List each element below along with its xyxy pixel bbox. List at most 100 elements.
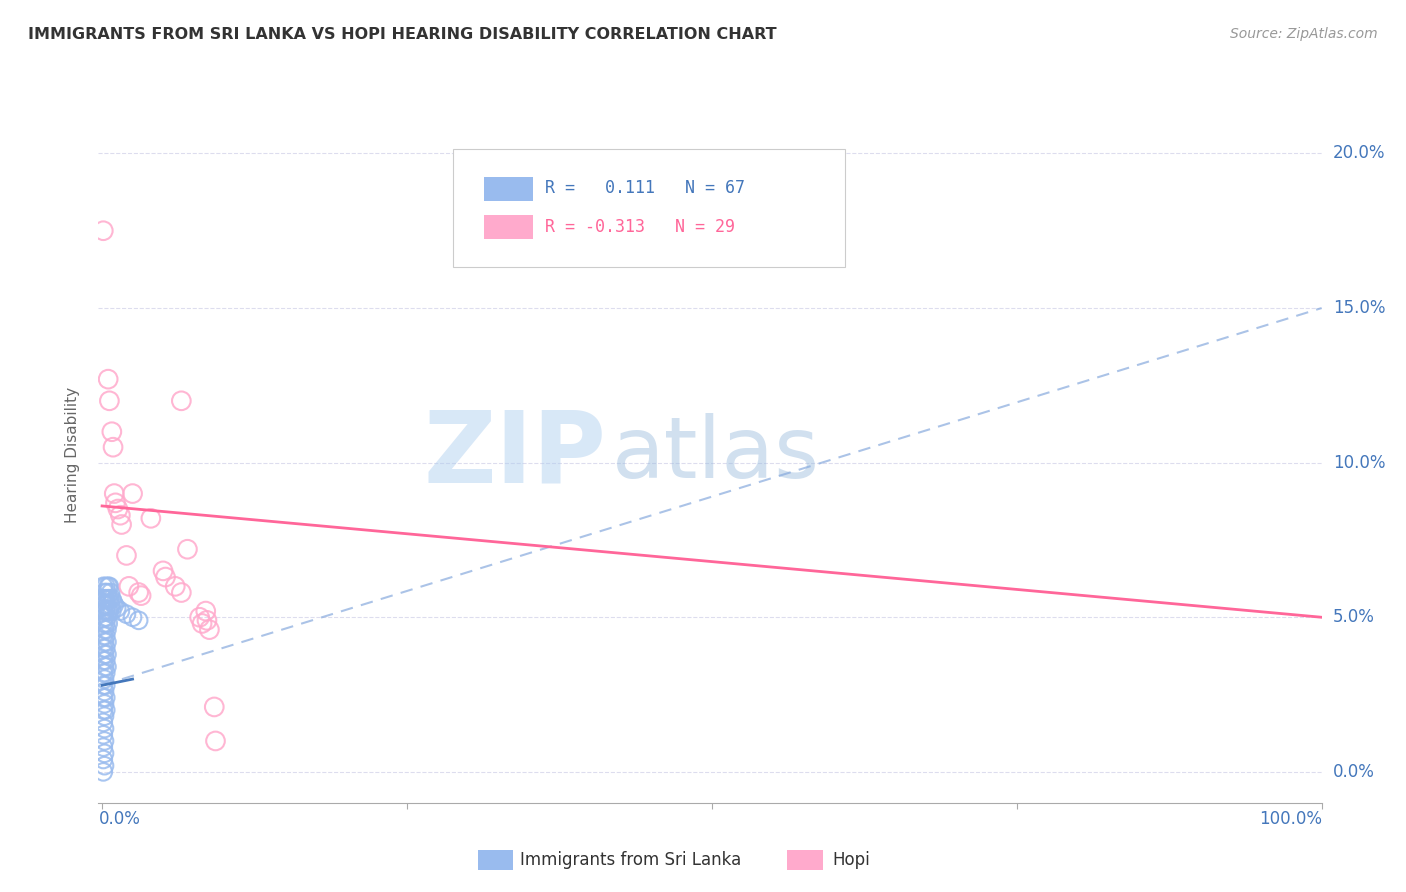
Point [94, 641, 117, 656]
Point [198, 623, 221, 637]
Point [96, 610, 118, 624]
Text: 0.0%: 0.0% [98, 810, 141, 828]
Point [93, 672, 115, 686]
Point [101, 591, 124, 606]
Point [115, 549, 138, 563]
Text: 15.0%: 15.0% [1333, 299, 1385, 317]
Point [91, 690, 114, 705]
Point [195, 613, 218, 627]
Point [118, 579, 141, 593]
Point [121, 610, 143, 624]
Point [91, 752, 114, 766]
Point [91, 616, 114, 631]
Point [128, 613, 150, 627]
Point [93, 758, 115, 772]
Text: Immigrants from Sri Lanka: Immigrants from Sri Lanka [520, 851, 741, 869]
Point [97, 616, 120, 631]
Point [110, 517, 132, 532]
Point [93, 598, 115, 612]
Point [91, 579, 114, 593]
Point [115, 607, 138, 622]
Point [103, 486, 125, 500]
Point [110, 508, 132, 523]
FancyBboxPatch shape [453, 149, 845, 267]
Point [96, 659, 118, 673]
Text: R =   0.111   N = 67: R = 0.111 N = 67 [546, 179, 745, 197]
Point [188, 610, 211, 624]
Point [101, 425, 124, 439]
Point [98, 591, 121, 606]
Point [97, 372, 120, 386]
Bar [484, 177, 533, 201]
Point [91, 641, 114, 656]
Point [93, 697, 115, 711]
Point [94, 616, 117, 631]
Point [94, 678, 117, 692]
Point [91, 740, 114, 755]
Point [94, 629, 117, 643]
Point [194, 604, 217, 618]
Point [91, 703, 114, 717]
Point [91, 654, 114, 668]
Point [93, 623, 115, 637]
Point [104, 496, 127, 510]
Bar [484, 215, 533, 239]
Point [91, 665, 114, 680]
Point [94, 703, 117, 717]
Point [98, 604, 121, 618]
Point [139, 511, 162, 525]
Point [93, 635, 115, 649]
Text: 20.0%: 20.0% [1333, 145, 1385, 162]
Point [155, 570, 177, 584]
Text: ZIP: ZIP [423, 407, 606, 503]
Point [98, 393, 121, 408]
Text: 0.0%: 0.0% [1333, 763, 1375, 780]
Point [204, 734, 226, 748]
Point [101, 440, 124, 454]
Point [93, 585, 115, 599]
Point [91, 604, 114, 618]
Point [110, 604, 132, 618]
Text: 10.0%: 10.0% [1333, 454, 1385, 472]
Point [91, 715, 114, 730]
Point [97, 604, 120, 618]
Text: atlas: atlas [612, 413, 820, 497]
Point [103, 598, 125, 612]
Point [94, 604, 117, 618]
Point [93, 684, 115, 698]
Text: Hopi: Hopi [832, 851, 870, 869]
Text: 5.0%: 5.0% [1333, 608, 1375, 626]
Point [93, 610, 115, 624]
Point [202, 700, 225, 714]
Point [128, 585, 150, 599]
Point [170, 393, 193, 408]
Point [96, 585, 118, 599]
Point [91, 678, 114, 692]
Point [93, 648, 115, 662]
Point [107, 502, 129, 516]
Point [121, 486, 143, 500]
Point [98, 579, 121, 593]
Point [170, 585, 193, 599]
Point [91, 224, 114, 238]
Point [93, 709, 115, 723]
Point [191, 616, 214, 631]
Text: IMMIGRANTS FROM SRI LANKA VS HOPI HEARING DISABILITY CORRELATION CHART: IMMIGRANTS FROM SRI LANKA VS HOPI HEARIN… [28, 27, 776, 42]
Text: 100.0%: 100.0% [1258, 810, 1322, 828]
Point [93, 734, 115, 748]
Point [165, 579, 187, 593]
Point [91, 728, 114, 742]
Point [100, 598, 122, 612]
Point [97, 591, 120, 606]
Point [100, 585, 122, 599]
Point [96, 648, 118, 662]
Point [176, 542, 198, 557]
Point [93, 659, 115, 673]
Point [101, 604, 124, 618]
Point [97, 579, 120, 593]
Point [101, 595, 124, 609]
Point [152, 564, 174, 578]
Point [94, 665, 117, 680]
Point [91, 764, 114, 779]
Y-axis label: Hearing Disability: Hearing Disability [65, 387, 80, 523]
